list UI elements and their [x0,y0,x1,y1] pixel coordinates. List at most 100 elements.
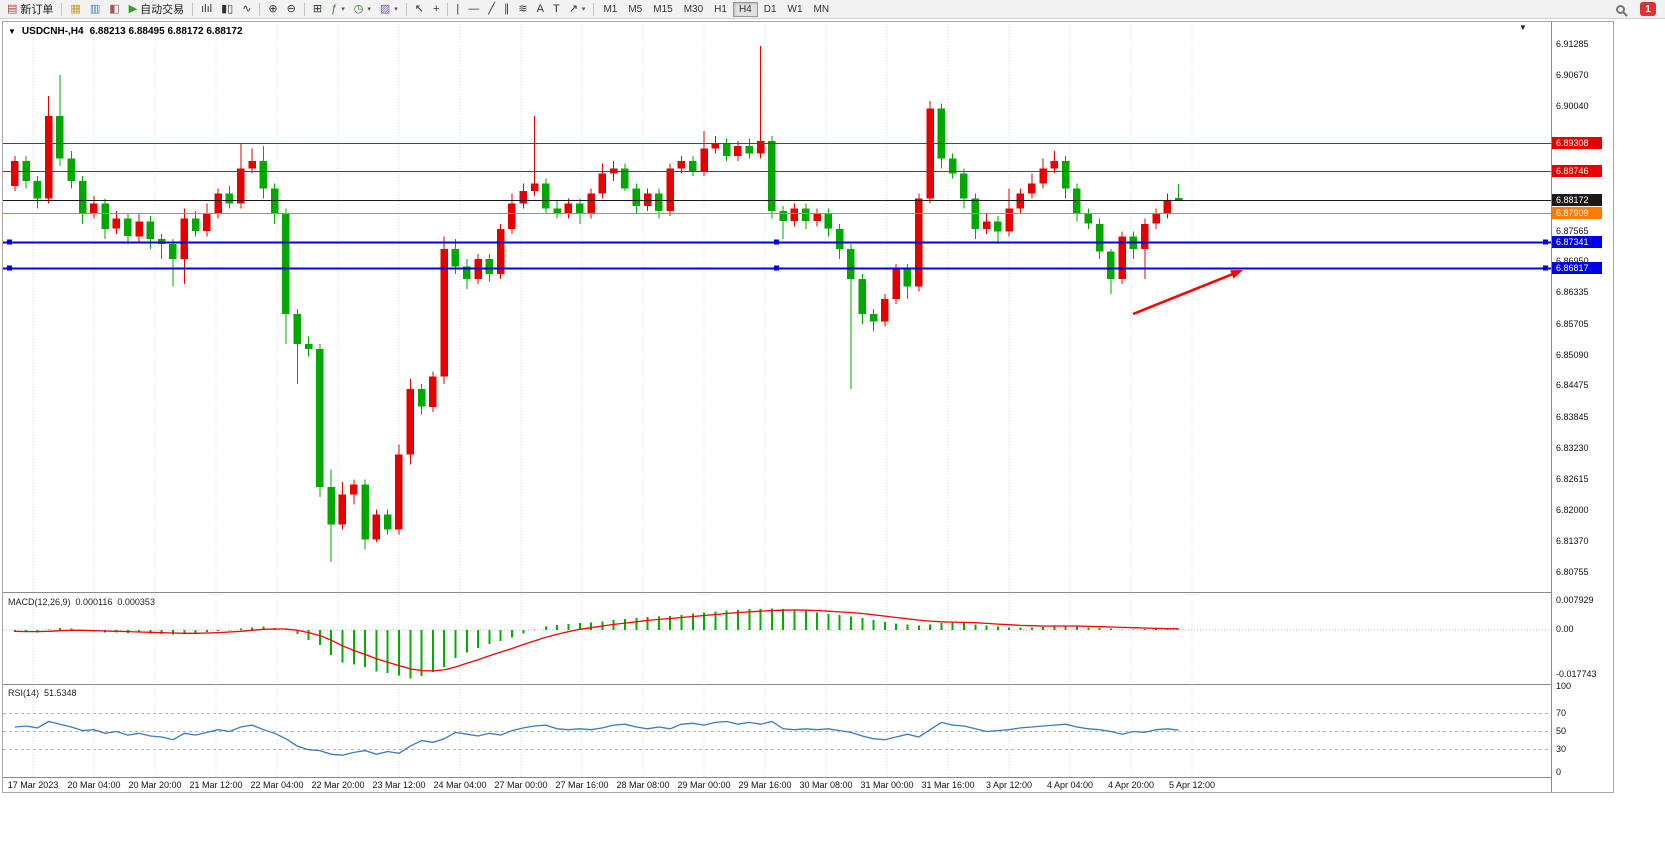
price-axis[interactable]: 6.91285 6.90670 6.90040 6.87565 6.86950 6.863… [1551,22,1613,792]
template-icon: ▨ [379,2,391,15]
timeframe-m15-button[interactable]: M15 [653,3,673,15]
autotrading-button-label: 自动交易 [140,4,185,16]
time-tick: 20 Mar 20:00 [128,780,182,790]
time-tick: 3 Apr 12:00 [985,780,1033,790]
timeframe-h4-button[interactable]: H4 [732,1,758,17]
support-line-2-handle[interactable] [1543,265,1548,271]
rsi-axis-100: 100 [1556,681,1572,691]
support-line-2-handle[interactable] [7,265,12,271]
search-button[interactable] [1612,1,1639,18]
line-chart-icon: ∿ [242,2,252,15]
pane-separator-rsi[interactable] [3,684,1613,685]
cursor-button[interactable]: ↖ [411,1,428,18]
timeframe-d1-button[interactable]: D1 [763,3,777,15]
time-tick: 30 Mar 08:00 [799,780,853,790]
horizontal-line-icon: — [468,2,480,15]
toolbar-separator [61,2,63,16]
rsi-value: 51.5348 [44,688,77,698]
timeframe-h1-button[interactable]: H1 [714,3,727,15]
tile-windows-icon: ⊞ [312,2,323,15]
toolbar-separator [259,2,261,16]
crosshair-button[interactable]: + [429,1,443,18]
text-label-button[interactable]: T [549,1,564,18]
chevron-down-icon: ▾ [581,6,586,13]
time-tick: 22 Mar 04:00 [250,780,304,790]
pane-separator-macd[interactable] [3,592,1613,593]
price-tick: 6.91285 [1556,39,1589,49]
time-tick: 17 Mar 2023 [7,780,59,790]
price-tick: 6.85705 [1556,319,1589,329]
price-level-tag-current-price-line[interactable]: 6.88172 [1552,194,1602,206]
rsi-axis-30: 30 [1556,744,1567,754]
support-line-1-handle[interactable] [774,239,779,245]
support-line-1-handle[interactable] [1543,239,1548,245]
support-line-1-handle[interactable] [7,239,12,245]
fibonacci-button[interactable]: ≋ [514,1,531,18]
rsi-name: RSI(14) [8,688,40,698]
horizontal-line-button[interactable]: — [464,1,483,18]
price-tick: 6.81370 [1556,536,1589,546]
autotrading-button[interactable]: ▶ 自动交易 [125,1,188,18]
price-level-tag-resistance-line-1[interactable]: 6.89308 [1552,137,1602,149]
price-level-tag-pivot-line[interactable]: 6.87909 [1552,207,1602,219]
trendline-button[interactable]: ╱ [484,1,499,18]
indicators-button[interactable]: ƒ ▾ [327,1,349,18]
time-tick: 5 Apr 12:00 [1168,780,1216,790]
time-tick: 4 Apr 04:00 [1046,780,1094,790]
timeframe-m30-button[interactable]: M30 [683,3,704,15]
timeframe-w1-button[interactable]: W1 [787,3,803,15]
price-tick: 6.86335 [1556,287,1589,297]
chart-context-menu-icon[interactable]: ▼ [8,27,16,36]
channel-button[interactable]: ∥ [500,1,514,18]
notification-badge[interactable]: 1 [1640,2,1656,16]
price-level-tag-resistance-line-2[interactable]: 6.88746 [1552,165,1602,177]
fibonacci-icon: ≋ [518,2,528,15]
profiles-button[interactable]: ▥ [86,1,104,18]
price-tick: 6.90670 [1556,70,1589,80]
market-watch-button[interactable]: ◧ [105,1,123,18]
support-line-2-handle[interactable] [774,265,779,271]
vertical-line-button[interactable]: | [452,1,463,18]
vertical-line-icon: | [456,2,460,15]
templates-button[interactable]: ▨ ▾ [376,1,402,18]
price-tick: 6.83230 [1556,443,1589,453]
autotrading-play-icon: ▶ [128,2,138,15]
arrows-button[interactable]: ↗ ▾ [565,1,590,18]
macd-axis-max: 0.007929 [1556,595,1594,605]
candlestick-chart-button[interactable]: ▮▯ [217,1,237,18]
price-tick: 6.82000 [1556,505,1589,515]
price-level-tag-support-line-2[interactable]: 6.86817 [1552,262,1602,274]
price-tick: 6.83845 [1556,412,1589,422]
timeframe-m5-button[interactable]: M5 [628,3,643,15]
periods-button[interactable]: ◷ ▾ [350,1,375,18]
new-order-button[interactable]: ▤ 新订单 [3,1,57,18]
macd-label: MACD(12,26,9) 0.000116 0.000353 [8,597,155,607]
line-chart-button[interactable]: ∿ [238,1,255,18]
zoom-out-button[interactable]: ⊖ [283,1,300,18]
new-chart-button[interactable]: ▦ [66,1,84,18]
price-tick: 6.85090 [1556,350,1589,360]
macd-signal-line [14,609,1179,672]
text-label-icon: T [552,2,560,15]
rsi-axis-0: 0 [1556,767,1562,777]
profiles-icon: ▥ [89,2,101,15]
new-order-button-label: 新订单 [20,4,54,16]
timeframe-mn-button[interactable]: MN [813,3,830,15]
price-level-tag-support-line-1[interactable]: 6.87341 [1552,236,1602,248]
chevron-down-icon: ▾ [367,6,371,13]
tile-windows-button[interactable]: ⊞ [309,1,326,18]
time-axis[interactable]: 17 Mar 2023 20 Mar 04:00 20 Mar 20:00 21 Ma… [3,778,1551,793]
time-tick: 27 Mar 00:00 [494,780,548,790]
new-order-icon: ▤ [7,2,18,15]
annotation-arrow[interactable] [1132,270,1243,316]
bar-chart-button[interactable]: ılıl [197,1,216,18]
crosshair-icon: + [432,2,440,15]
text-button[interactable]: A [533,1,548,18]
chart-canvas[interactable] [3,22,1551,793]
new-chart-icon: ▦ [70,2,81,15]
bar-chart-icon: ılıl [201,2,213,15]
time-tick: 20 Mar 04:00 [67,780,121,790]
zoom-in-button[interactable]: ⊕ [264,1,281,18]
timeframe-m1-button[interactable]: M1 [603,3,618,15]
chart-shift-marker[interactable]: ▼ [1519,23,1527,32]
